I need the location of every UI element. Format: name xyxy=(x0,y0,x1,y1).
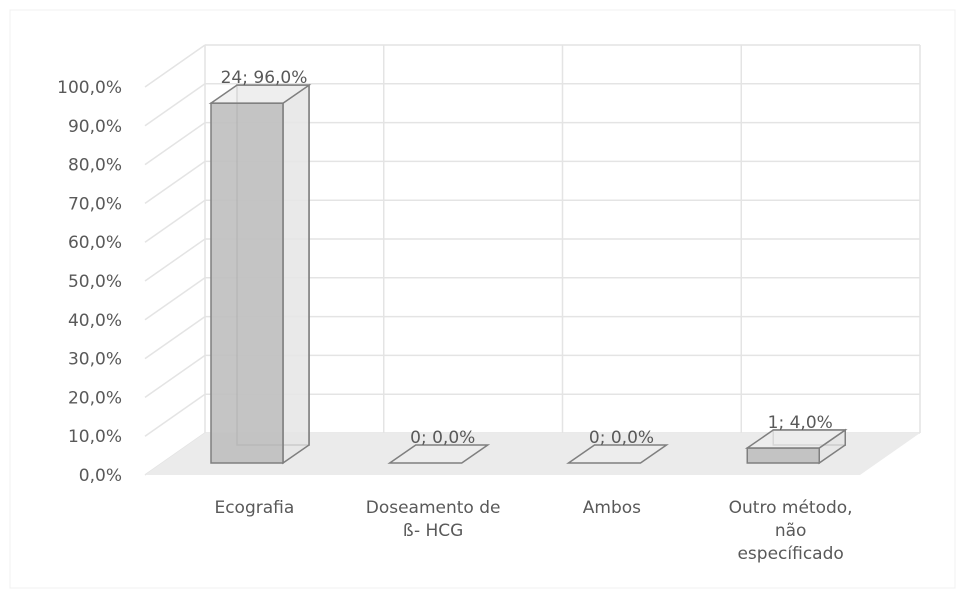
bar-top-face xyxy=(387,444,491,464)
gridline-side xyxy=(144,354,206,399)
floor-plane xyxy=(145,433,920,475)
y-tick-label: 70,0% xyxy=(68,194,122,214)
bar-side-face xyxy=(282,83,310,465)
gridline-side xyxy=(144,393,206,437)
x-category-label: Ambos xyxy=(583,498,641,518)
y-tick-label: 0,0% xyxy=(79,466,122,486)
y-tick-label: 10,0% xyxy=(68,427,122,447)
x-category-label: Ecografia xyxy=(214,498,294,518)
y-tick-label: 80,0% xyxy=(68,156,122,176)
bars-group xyxy=(208,83,848,465)
bar xyxy=(387,444,491,464)
y-tick-label: 50,0% xyxy=(68,272,122,292)
y-tick-label: 20,0% xyxy=(68,388,122,408)
y-tick-label: 90,0% xyxy=(68,117,122,137)
bar-top-face xyxy=(744,429,848,449)
x-category-label: Doseamento de xyxy=(366,498,501,518)
y-tick-label: 60,0% xyxy=(68,233,122,253)
gridline-side xyxy=(144,44,206,88)
data-label: 0; 0,0% xyxy=(410,428,475,448)
x-category-label: ß- HCG xyxy=(403,521,463,541)
bar-front-face xyxy=(210,102,284,464)
gridline-side xyxy=(144,199,206,243)
bar-front-face xyxy=(746,447,820,464)
data-label: 24; 96,0% xyxy=(221,68,308,88)
bar-top-face xyxy=(566,444,669,464)
chart-border xyxy=(9,9,956,589)
y-axis: 0,0% 10,0% 20,0% 30,0% 40,0% 50,0% 60,0% 70,0% 8… xyxy=(57,78,122,486)
bar xyxy=(208,83,312,465)
x-axis: Ecografia Doseamento de ß- HCG Ambos Outro m… xyxy=(214,498,852,564)
y-tick-label: 30,0% xyxy=(68,350,122,370)
gridline-side xyxy=(144,277,206,321)
bar-top-face xyxy=(208,84,312,104)
gridline-side xyxy=(144,83,206,127)
data-label: 0; 0,0% xyxy=(589,428,654,448)
y-tick-label: 100,0% xyxy=(57,78,122,98)
gridline-side xyxy=(144,121,206,166)
gridline-side xyxy=(144,238,206,282)
gridline-side xyxy=(144,160,206,205)
data-label: 1; 4,0% xyxy=(768,413,833,433)
bar xyxy=(744,428,848,465)
x-category-label: não xyxy=(775,521,807,541)
chart-floor xyxy=(145,433,920,475)
gridline-side xyxy=(144,315,206,360)
data-labels: 24; 96,0% 0; 0,0% 0; 0,0% 1; 4,0% xyxy=(221,68,833,448)
bar xyxy=(566,444,669,464)
y-tick-label: 40,0% xyxy=(68,311,122,331)
x-category-label: específicado xyxy=(737,544,843,564)
x-category-label: Outro método, xyxy=(729,498,853,518)
